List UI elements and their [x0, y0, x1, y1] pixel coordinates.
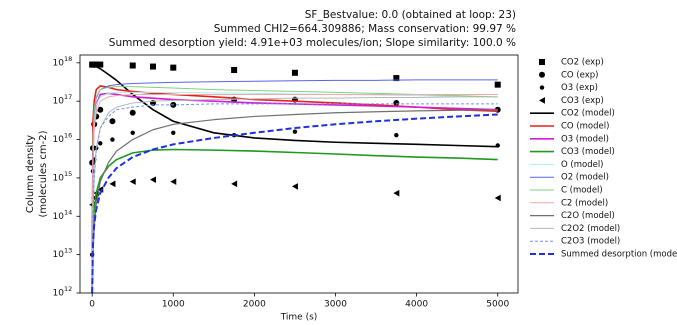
marker-dot	[171, 130, 176, 135]
x-tick-label: 0	[89, 300, 95, 310]
legend-label: CO (model)	[561, 122, 609, 132]
legend-label: C2O2 (model)	[561, 224, 620, 234]
marker-circle	[97, 106, 104, 113]
marker-circle	[109, 118, 116, 125]
legend-label: O3 (exp)	[561, 83, 598, 93]
legend-marker	[539, 59, 545, 65]
series-line	[91, 86, 498, 293]
legend-marker	[539, 71, 545, 78]
marker-square	[494, 81, 501, 88]
legend-label: O2 (model)	[561, 173, 609, 183]
axes-frame	[79, 54, 519, 294]
legend-label: C2O (model)	[561, 211, 615, 221]
marker-circle	[129, 109, 136, 116]
series-line	[91, 103, 498, 293]
y-tick-exponent: 12	[64, 285, 72, 293]
y-tick-exponent: 13	[64, 247, 72, 255]
marker-square	[393, 75, 400, 82]
y-tick-exponent: 16	[64, 132, 72, 140]
marker-dot	[110, 137, 115, 142]
legend-label: CO3 (exp)	[561, 96, 604, 106]
series-line	[91, 113, 498, 293]
title-line: Summed desorption yield: 4.91e+03 molecu…	[109, 37, 516, 49]
x-tick-label: 2000	[243, 300, 266, 310]
marker-dot	[394, 132, 399, 138]
legend-label: CO (exp)	[561, 70, 598, 80]
y-tick-label: 10	[53, 58, 65, 68]
y-tick-exponent: 18	[64, 55, 72, 63]
series-line	[91, 93, 498, 293]
series-line	[91, 148, 498, 293]
x-axis-label: Time (s)	[280, 313, 318, 323]
y-tick-exponent: 17	[64, 93, 72, 101]
y-tick-exponent: 14	[64, 208, 72, 216]
y-tick-label: 10	[53, 250, 65, 260]
title-line: SF_Bestvalue: 0.0 (obtained at loop: 23)	[305, 9, 516, 21]
series-line	[91, 85, 498, 293]
x-tick-label: 1000	[162, 300, 185, 310]
legend-label: O3 (model)	[561, 134, 609, 144]
marker-triangle	[109, 180, 116, 188]
title-line: Summed CHI2=664.309886; Mass conservatio…	[214, 23, 516, 35]
marker-square	[150, 63, 156, 70]
marker-circle	[393, 99, 400, 106]
y-axis-label: (molecules cm-2)	[38, 130, 49, 217]
legend-label: O (model)	[561, 160, 604, 170]
y-tick-label: 10	[53, 173, 65, 183]
marker-dot	[292, 129, 298, 134]
x-tick-label: 3000	[324, 300, 347, 310]
legend-marker	[539, 85, 545, 90]
marker-square	[231, 67, 238, 74]
marker-square	[129, 62, 136, 69]
marker-triangle	[231, 180, 238, 188]
legend-label: C2O3 (model)	[561, 237, 620, 247]
marker-triangle	[393, 189, 400, 197]
marker-triangle	[494, 194, 501, 202]
marker-square	[170, 64, 177, 71]
y-tick-label: 10	[53, 289, 65, 299]
marker-square	[93, 61, 100, 68]
series-line	[91, 63, 498, 148]
y-tick-label: 10	[53, 97, 65, 107]
legend-label: CO2 (exp)	[561, 58, 604, 68]
marker-square	[291, 69, 298, 76]
legend-label: Summed desorption (model)	[561, 250, 677, 260]
y-tick-label: 10	[53, 135, 65, 145]
marker-triangle	[150, 176, 156, 183]
marker-triangle	[291, 183, 298, 190]
marker-square	[97, 61, 104, 68]
plot-area	[89, 61, 501, 293]
x-tick-label: 4000	[405, 300, 428, 310]
legend-label: C (model)	[561, 186, 603, 196]
legend-label: CO2 (model)	[561, 109, 615, 119]
y-tick-label: 10	[53, 212, 65, 222]
y-tick-exponent: 15	[64, 170, 72, 178]
marker-triangle	[129, 178, 136, 185]
x-tick-label: 5000	[486, 300, 509, 310]
series-line	[91, 91, 498, 293]
y-axis-label: Column density	[25, 135, 36, 213]
marker-dot	[98, 141, 103, 146]
legend-label: CO3 (model)	[561, 147, 615, 157]
legend-label: C2 (model)	[561, 198, 608, 208]
marker-triangle	[170, 178, 177, 185]
marker-dot	[130, 130, 135, 135]
legend-marker	[539, 97, 545, 104]
